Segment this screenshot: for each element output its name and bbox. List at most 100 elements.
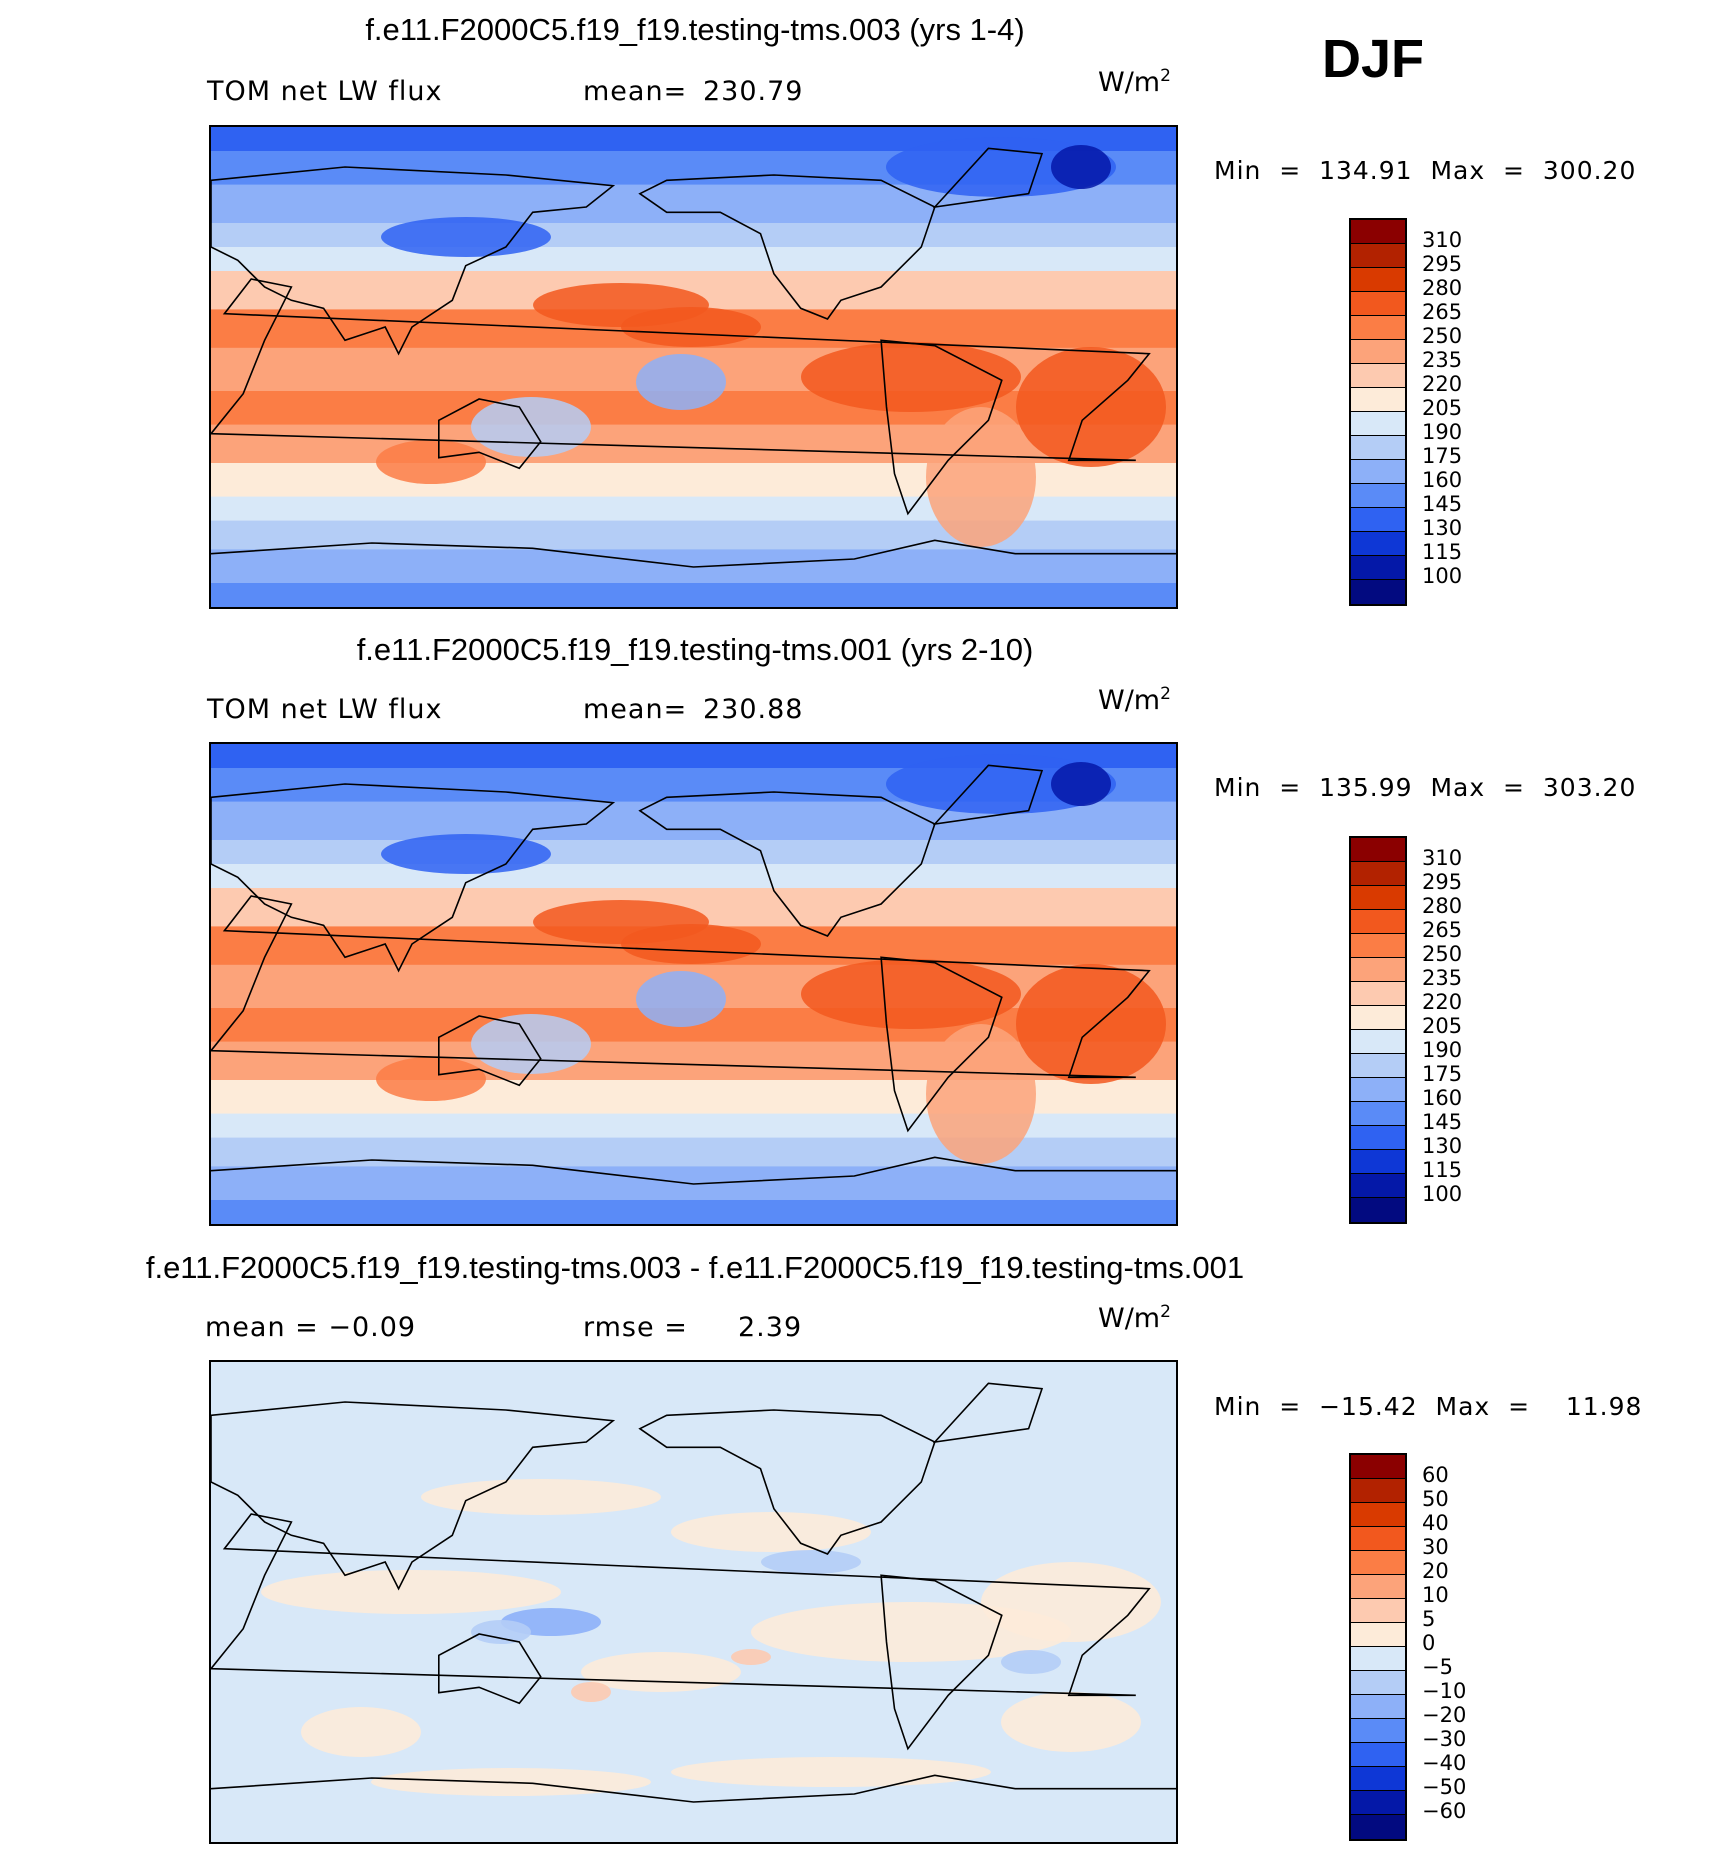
colorbar-level-label: 310 bbox=[1422, 228, 1463, 252]
panel-1-stat-label: mean= bbox=[583, 76, 688, 107]
colorbar-level-label: −10 bbox=[1422, 1679, 1467, 1703]
coastline bbox=[932, 1382, 1044, 1444]
colorbar-segment bbox=[1351, 1503, 1405, 1527]
panel-3-stat-value: 2.39 bbox=[738, 1312, 803, 1343]
map-contour-blob bbox=[376, 1057, 486, 1101]
map-contour-blob bbox=[261, 1570, 561, 1614]
colorbar-level-label: 5 bbox=[1422, 1607, 1436, 1631]
panel-2-variable: TOM net LW flux bbox=[207, 694, 443, 725]
map-contour-blob bbox=[621, 924, 761, 964]
colorbar-level-label: 145 bbox=[1422, 1110, 1463, 1134]
colorbar-segment bbox=[1351, 958, 1405, 982]
coastline bbox=[211, 278, 1151, 462]
map-contour-blob bbox=[636, 971, 726, 1027]
colorbar-level-label: 145 bbox=[1422, 492, 1463, 516]
colorbar-segment bbox=[1351, 1479, 1405, 1503]
map-contour-blob bbox=[671, 1512, 871, 1552]
coastline bbox=[211, 1774, 1176, 1803]
panel-3-stat-label: rmse = bbox=[583, 1312, 688, 1343]
map-contour-band bbox=[211, 864, 1176, 889]
map-contour-blob bbox=[926, 1024, 1036, 1164]
colorbar-level-label: 130 bbox=[1422, 516, 1463, 540]
colorbar-level-label: 205 bbox=[1422, 396, 1463, 420]
colorbar-segment bbox=[1351, 460, 1405, 484]
season-label: DJF bbox=[1322, 29, 1425, 89]
colorbar-segment bbox=[1351, 1006, 1405, 1030]
colorbar-level-label: 235 bbox=[1422, 966, 1463, 990]
map-contour-blob bbox=[636, 354, 726, 410]
map-contour-band bbox=[211, 223, 1176, 248]
coastline bbox=[211, 539, 1176, 568]
coastline bbox=[880, 956, 1003, 1133]
panel-3-stat-mean: mean = −0.09 bbox=[205, 1312, 417, 1343]
panel-3-minmax: Min = −15.42 Max = 11.98 bbox=[1214, 1392, 1643, 1421]
map-contour-blob bbox=[926, 407, 1036, 547]
colorbar-segment bbox=[1351, 1791, 1405, 1815]
colorbar-level-label: 0 bbox=[1422, 1631, 1436, 1655]
panel-1-units: W/m2 bbox=[1098, 66, 1171, 98]
colorbar-level-label: 160 bbox=[1422, 1086, 1463, 1110]
colorbar-segment bbox=[1351, 1150, 1405, 1174]
coastline bbox=[932, 147, 1044, 209]
colorbar-level-label: 60 bbox=[1422, 1463, 1449, 1487]
colorbar-segment bbox=[1351, 934, 1405, 958]
colorbar-level-label: −5 bbox=[1422, 1655, 1453, 1679]
colorbar-segment bbox=[1351, 484, 1405, 508]
map-contour-band bbox=[211, 247, 1176, 272]
colorbar-segment bbox=[1351, 436, 1405, 460]
colorbar-level-label: 30 bbox=[1422, 1535, 1449, 1559]
colorbar-segment bbox=[1351, 340, 1405, 364]
colorbar-segment bbox=[1351, 886, 1405, 910]
map-contour-blob bbox=[761, 1550, 861, 1574]
coastline bbox=[211, 895, 1151, 1079]
map-contour-blob bbox=[886, 137, 1116, 197]
colorbar-segment bbox=[1351, 1551, 1405, 1575]
map-contour-band bbox=[211, 1137, 1176, 1168]
panel-2-colorbar bbox=[1349, 836, 1407, 1224]
colorbar-level-label: 115 bbox=[1422, 1158, 1463, 1182]
colorbar-segment bbox=[1351, 1599, 1405, 1623]
coastline bbox=[880, 1574, 1003, 1751]
coastline bbox=[638, 791, 936, 937]
colorbar-level-label: 100 bbox=[1422, 564, 1463, 588]
colorbar-level-label: 220 bbox=[1422, 372, 1463, 396]
coastline bbox=[211, 1401, 616, 1591]
colorbar-segment bbox=[1351, 1455, 1405, 1479]
map-contour-blob bbox=[571, 1682, 611, 1702]
colorbar-segment bbox=[1351, 1527, 1405, 1551]
map-contour-blob bbox=[671, 1757, 991, 1787]
panel-2-stat-value: 230.88 bbox=[703, 694, 804, 725]
coastline bbox=[211, 1156, 1176, 1185]
colorbar-segment bbox=[1351, 1054, 1405, 1078]
colorbar-segment bbox=[1351, 268, 1405, 292]
colorbar-level-label: 175 bbox=[1422, 1062, 1463, 1086]
colorbar-segment bbox=[1351, 1030, 1405, 1054]
map-contour-blob bbox=[301, 1707, 421, 1757]
colorbar-segment bbox=[1351, 1102, 1405, 1126]
map-contour-band bbox=[211, 583, 1176, 607]
colorbar-segment bbox=[1351, 1647, 1405, 1671]
map-contour-band bbox=[211, 520, 1176, 551]
colorbar-segment bbox=[1351, 1126, 1405, 1150]
coastline bbox=[211, 783, 616, 973]
colorbar-segment bbox=[1351, 316, 1405, 340]
map-contour-blob bbox=[381, 217, 551, 257]
map-contour-blob bbox=[1001, 1692, 1141, 1752]
colorbar-segment bbox=[1351, 508, 1405, 532]
colorbar-level-label: 20 bbox=[1422, 1559, 1449, 1583]
map-contour-blob bbox=[801, 959, 1021, 1029]
colorbar-level-label: 190 bbox=[1422, 420, 1463, 444]
colorbar-segment bbox=[1351, 1575, 1405, 1599]
panel-2-title: f.e11.F2000C5.f19_f19.testing-tms.001 (y… bbox=[356, 632, 1034, 667]
colorbar-segment bbox=[1351, 220, 1405, 244]
colorbar-level-label: 280 bbox=[1422, 894, 1463, 918]
coastline bbox=[932, 764, 1044, 826]
colorbar-level-label: 115 bbox=[1422, 540, 1463, 564]
colorbar-segment bbox=[1351, 244, 1405, 268]
panel-3-colorbar bbox=[1349, 1453, 1407, 1841]
map-contour-blob bbox=[1016, 964, 1166, 1084]
colorbar-segment bbox=[1351, 532, 1405, 556]
colorbar-level-label: 310 bbox=[1422, 846, 1463, 870]
coastline bbox=[638, 1409, 936, 1555]
colorbar-segment bbox=[1351, 982, 1405, 1006]
